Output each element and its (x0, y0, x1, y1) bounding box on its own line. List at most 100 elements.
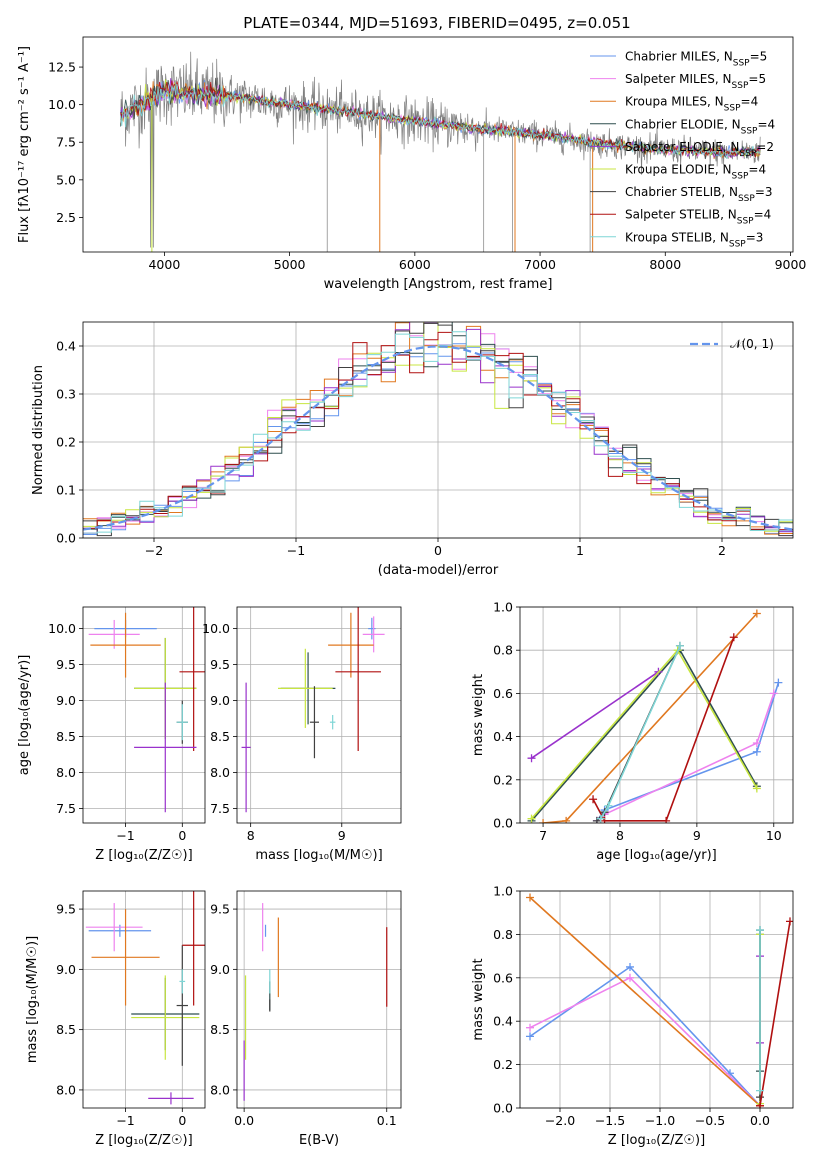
y-tick-label: 9.5 (210, 657, 230, 672)
y-tick-label: 7.5 (56, 801, 76, 816)
weight-marker (562, 816, 571, 823)
y-tick-label: 0.4 (56, 339, 76, 354)
weight-marker (526, 1023, 534, 1032)
x-tick-label: 8 (247, 828, 255, 843)
y-tick-label: 9.0 (210, 693, 230, 708)
x-tick-label: 6000 (399, 257, 431, 272)
gridlines (237, 607, 401, 823)
gridlines (237, 891, 401, 1108)
weight-line (529, 965, 761, 1107)
y-tick-label: 9.0 (56, 962, 76, 977)
y-tick-label: 10.0 (48, 97, 76, 112)
plot-area (120, 51, 761, 252)
x-tick-label: 7 (539, 828, 547, 843)
y-axis-label: Flux [fλ10⁻¹⁷ erg cm⁻² s⁻¹ A⁻¹] (17, 46, 32, 243)
legend-entry: Salpeter STELIB, NSSP=4 (625, 208, 771, 227)
axes-frame (519, 890, 794, 1109)
y-tick-label: 0.8 (493, 643, 513, 658)
axes-mass_vs_Z: −1 0 8.0 8.5 9.0 9.5 Z [log₁₀(Z/Z☉)] mass [log₁… (25, 890, 206, 1148)
weight-marker (756, 1101, 764, 1108)
plot-area (88, 607, 205, 813)
y-tick-label: 1.0 (493, 600, 513, 615)
x-tick-label: −2.0 (545, 1113, 575, 1128)
weight-marker (774, 678, 783, 687)
x-axis-label: age [log₁₀(age/yr)] (596, 848, 717, 863)
x-tick-label: −1.0 (645, 1113, 675, 1128)
weight-marker (752, 747, 761, 756)
y-axis-label: mass weight (471, 958, 486, 1040)
weight-marker (675, 641, 684, 650)
weight-marker (589, 795, 598, 804)
x-tick-label: 4000 (148, 257, 180, 272)
x-tick-label: 9000 (775, 257, 807, 272)
x-tick-label: 8 (616, 828, 624, 843)
weight-marker (527, 814, 536, 823)
x-tick-label: 10 (766, 828, 782, 843)
weight-marker (539, 819, 548, 823)
y-tick-label: 0.2 (56, 435, 76, 450)
y-tick-label: 10.0 (48, 621, 76, 636)
y-tick-label: 2.5 (56, 210, 76, 225)
x-tick-label: −1 (287, 543, 305, 558)
x-tick-label: −1.5 (595, 1113, 625, 1128)
x-tick-label: 0 (434, 543, 442, 558)
x-tick-label: −2 (145, 543, 163, 558)
weight-marker (526, 1032, 534, 1041)
weight-marker (527, 754, 536, 763)
y-tick-label: 0.4 (493, 729, 513, 744)
axes-frame (82, 321, 794, 539)
plot-area (243, 903, 388, 1101)
weight-marker (756, 1086, 764, 1095)
y-tick-label: 9.0 (56, 693, 76, 708)
weight-line (531, 671, 659, 759)
legend-entry: Salpeter MILES, NSSP=5 (625, 72, 766, 91)
y-tick-label: 0.0 (493, 1101, 513, 1116)
legend-entry: Kroupa ELODIE, NSSP=4 (625, 163, 766, 182)
legend-entry: Chabrier STELIB, NSSP=3 (625, 185, 773, 204)
x-tick-label: −1 (116, 828, 134, 843)
x-tick-label: 0.1 (377, 1113, 397, 1128)
weight-marker (596, 814, 605, 823)
weight-marker (662, 816, 671, 823)
legend-entry: Kroupa MILES, NSSP=4 (625, 95, 758, 114)
figure-title: PLATE=0344, MJD=51693, FIBERID=0495, z=0… (243, 14, 630, 32)
x-axis-label: wavelength [Angstrom, rest frame] (324, 277, 553, 292)
x-tick-label: 9 (338, 828, 346, 843)
weight-marker (752, 609, 761, 618)
gridlines (83, 891, 205, 1108)
weight-marker (729, 633, 738, 642)
weight-marker (604, 801, 613, 810)
y-tick-label: 8.5 (56, 1022, 76, 1037)
y-tick-label: 0.0 (56, 531, 76, 546)
x-tick-label: 0.0 (750, 1113, 770, 1128)
x-axis-label: Z [log₁₀(Z/Z☉)] (95, 848, 192, 863)
gridlines (83, 607, 205, 823)
y-tick-label: 9.0 (210, 962, 230, 977)
y-tick-label: 5.0 (56, 172, 76, 187)
axes-weight_vs_Z: −2.0 −1.5 −1.0 −0.5 0.0 0.0 0.2 0.4 0.6 0.8 1.0 Z [… (471, 884, 794, 1148)
legend-entry: Chabrier MILES, NSSP=5 (625, 50, 767, 69)
axes-age_vs_Z: −1 0 7.5 8.0 8.5 9.0 9.5 10.0 Z [log₁₀(Z/Z☉)] age… (17, 606, 206, 863)
weight-marker (752, 739, 761, 748)
weight-line (592, 636, 735, 822)
legend: 𝒩(0, 1) (690, 337, 774, 351)
legend-entry: Kroupa STELIB, NSSP=3 (625, 230, 763, 249)
x-axis-label: mass [log₁₀(M/M☉)] (255, 848, 382, 863)
y-tick-label: 0.2 (493, 1057, 513, 1072)
y-tick-label: 8.5 (56, 729, 76, 744)
residual-histogram (83, 331, 793, 534)
axes-age_vs_mass: 8 9 7.5 8.0 8.5 9.0 9.5 10.0 mass [log₁₀(M/M☉)] (202, 606, 402, 863)
x-tick-label: 7000 (524, 257, 556, 272)
y-tick-label: 8.0 (56, 1082, 76, 1097)
x-axis-label: Z [log₁₀(Z/Z☉)] (95, 1133, 192, 1148)
y-axis-label: mass weight (471, 674, 486, 756)
x-tick-label: 2 (718, 543, 726, 558)
weight-line (759, 921, 791, 1106)
y-tick-label: 8.0 (210, 1082, 230, 1097)
y-tick-label: 7.5 (210, 801, 230, 816)
plot-area (83, 322, 793, 537)
x-axis-label: (data-model)/error (378, 563, 499, 578)
x-tick-label: −0.5 (695, 1113, 725, 1128)
model-spectrum (120, 84, 761, 159)
